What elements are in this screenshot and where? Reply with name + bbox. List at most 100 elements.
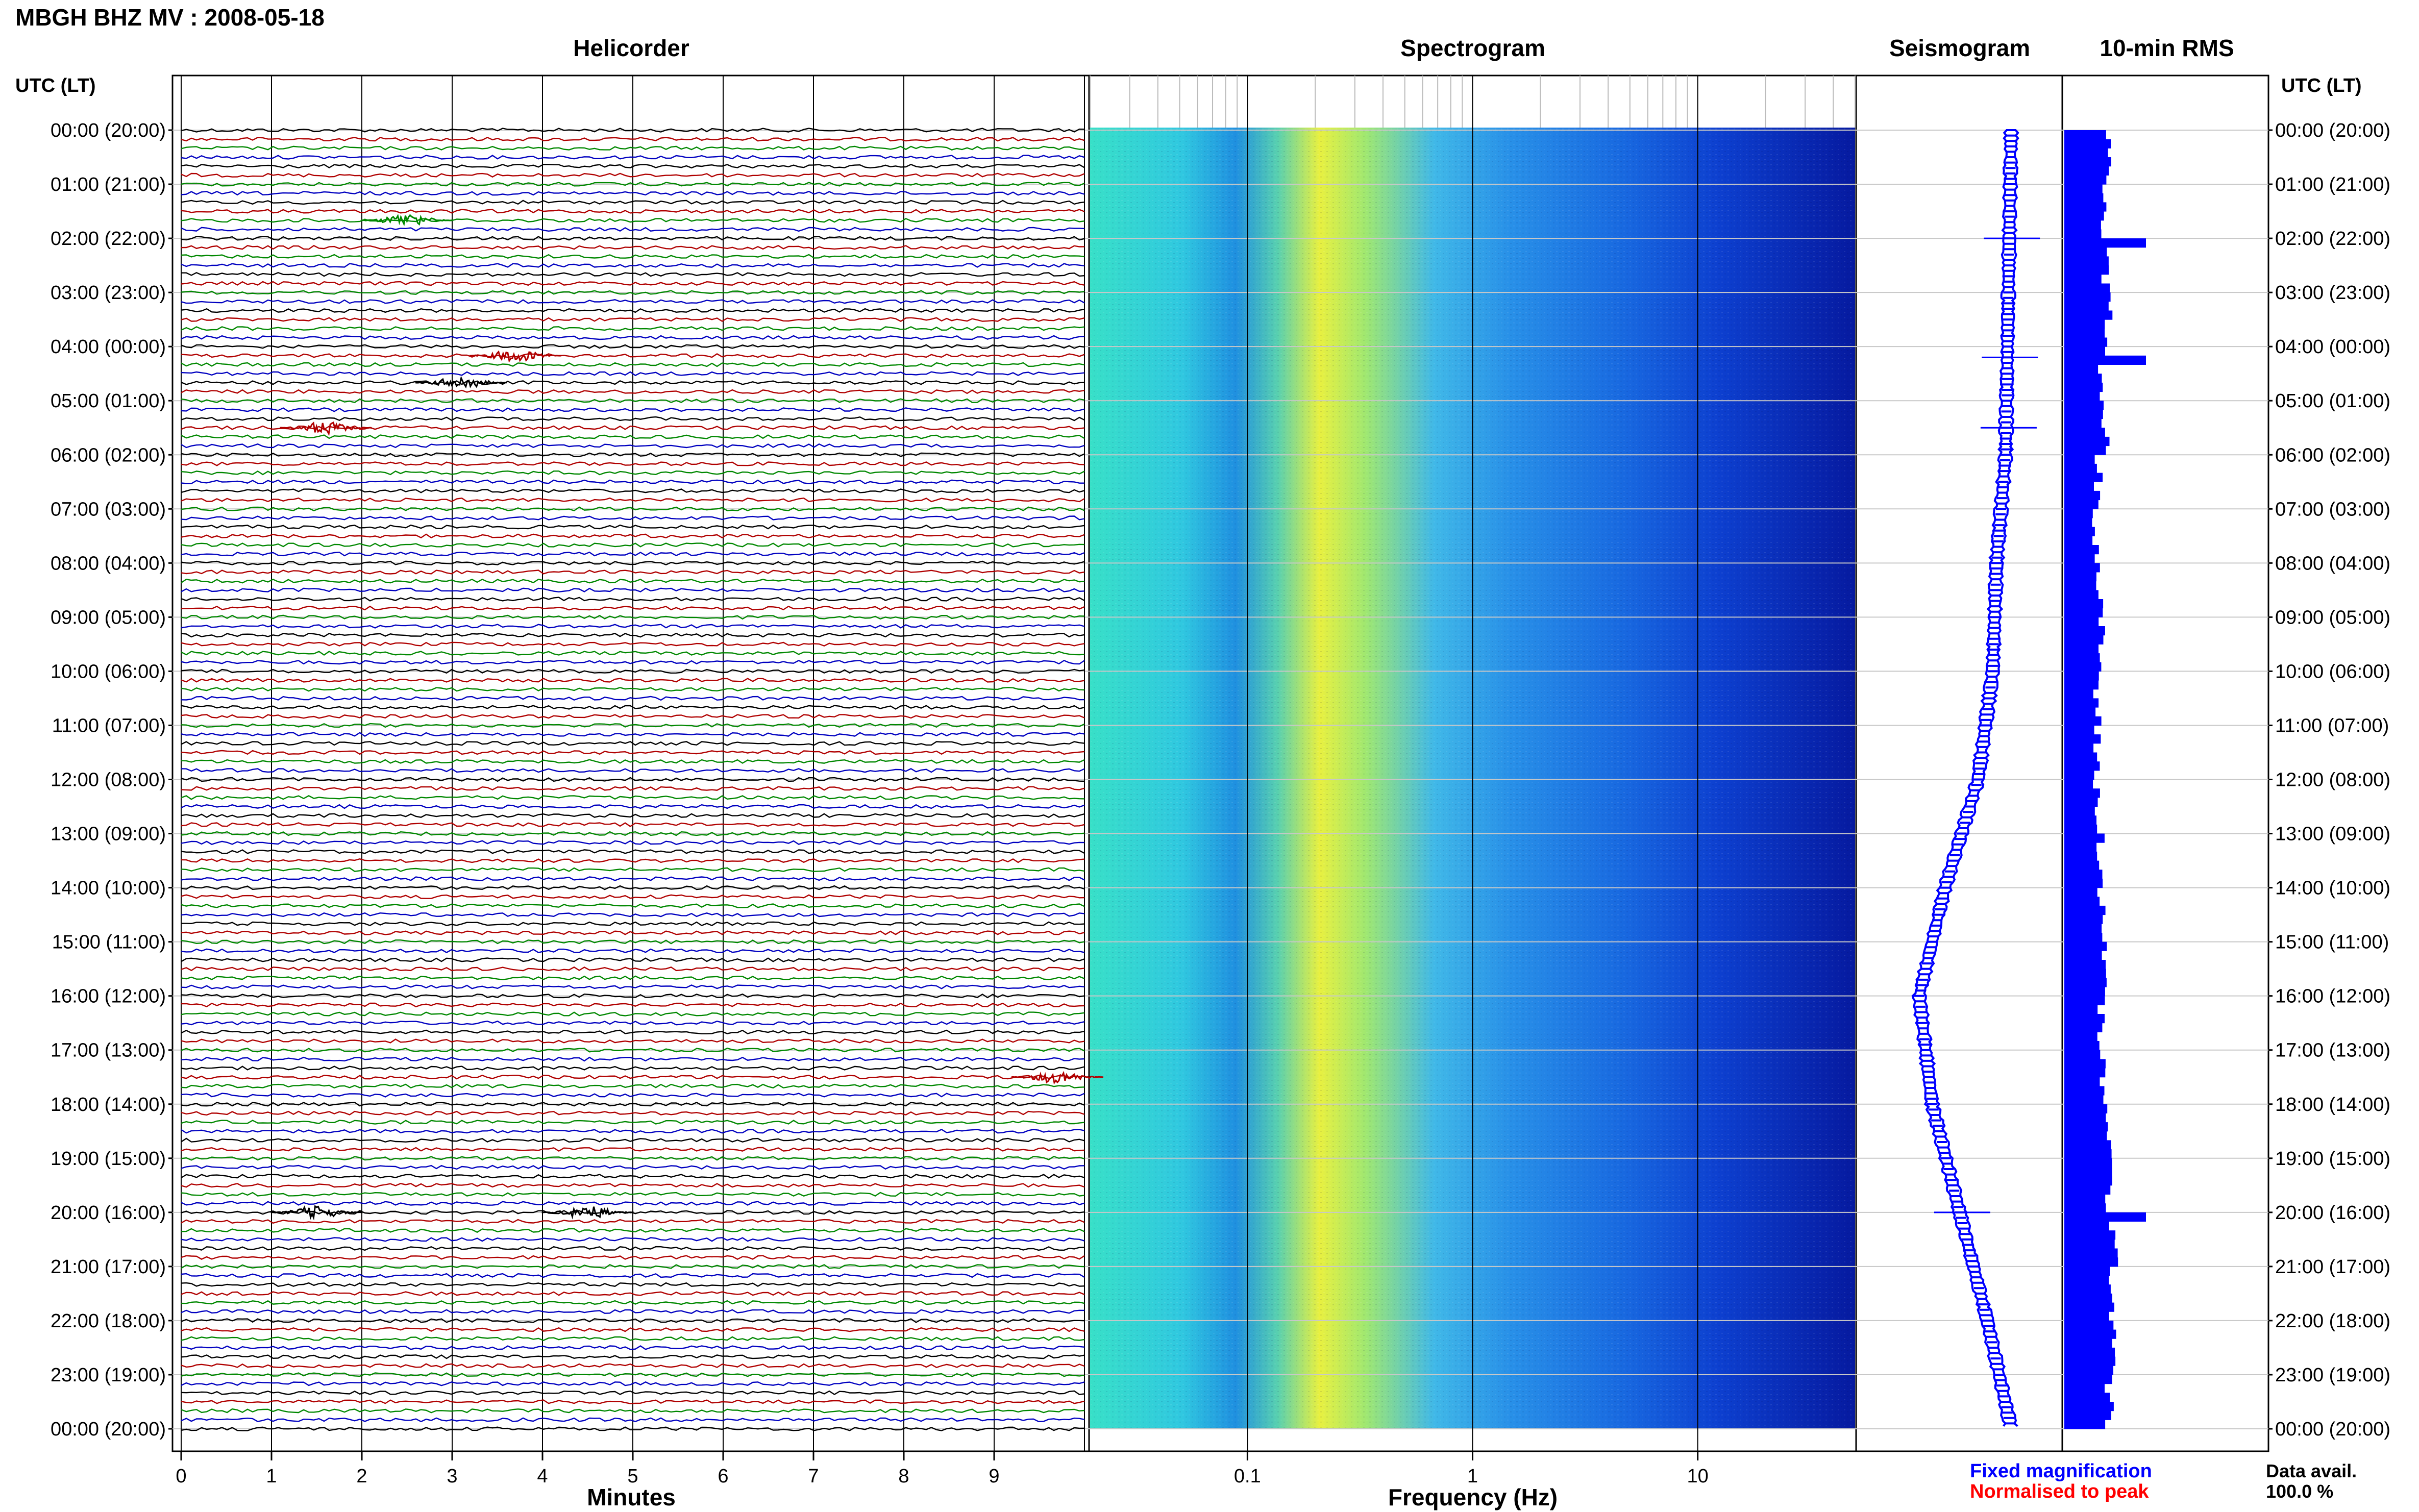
rms-bar	[2064, 1068, 2106, 1078]
rms-bar	[2064, 635, 2104, 645]
helicorder-trace	[181, 1291, 1085, 1296]
rms-bar	[2064, 752, 2097, 762]
helicorder-trace	[181, 353, 1085, 358]
time-label-left: 19:00 (15:00)	[51, 1148, 166, 1170]
rms-bar	[2064, 987, 2105, 997]
rms-bar	[2064, 1302, 2114, 1312]
rms-bar	[2064, 1311, 2109, 1321]
rms-bar	[2064, 1032, 2097, 1042]
helicorder-trace	[181, 668, 1085, 674]
time-label-left: 01:00 (21:00)	[51, 174, 166, 195]
time-label-left: 13:00 (09:00)	[51, 824, 166, 845]
helicorder-trace	[181, 1381, 1085, 1386]
helicorder-trace	[181, 1300, 1085, 1305]
rms-bar	[2064, 220, 2101, 230]
time-label-left: 05:00 (01:00)	[51, 390, 166, 412]
rms-bar	[2064, 1275, 2109, 1285]
rms-bar	[2064, 1176, 2112, 1186]
rms-bar	[2064, 590, 2099, 600]
helicorder-trace	[181, 705, 1085, 710]
helicorder-trace	[181, 759, 1085, 764]
helicorder-panel	[171, 75, 1090, 1452]
time-label-right: 21:00 (17:00)	[2275, 1256, 2390, 1278]
rms-bar	[2064, 680, 2099, 690]
rms-bar	[2064, 1212, 2146, 1222]
helicorder-trace	[181, 182, 1085, 187]
helicorder-trace	[181, 236, 1085, 241]
time-labels: 00:00 (20:00) 00:00 (20:00) 01:00 (21:00) 0…	[51, 120, 2390, 1440]
helicorder-trace	[181, 1282, 1085, 1287]
helicorder-trace	[181, 786, 1085, 791]
rms-bar	[2064, 1149, 2112, 1159]
helicorder-trace	[181, 732, 1085, 737]
rms-bar	[2064, 490, 2101, 501]
time-label-right: 04:00 (00:00)	[2275, 336, 2390, 358]
rms-bar	[2064, 815, 2096, 825]
helicorder-trace	[181, 227, 1085, 232]
helicorder-trace	[181, 1336, 1085, 1342]
time-label-right: 09:00 (05:00)	[2275, 607, 2390, 628]
rms-bar	[2064, 581, 2096, 590]
rms-bar	[2064, 527, 2095, 536]
helicorder-trace	[181, 975, 1085, 981]
helicorder-trace	[181, 290, 1085, 295]
rms-bar	[2064, 1086, 2105, 1096]
helicorder-trace	[181, 425, 1085, 431]
rms-bar	[2064, 851, 2097, 861]
time-label-right: 14:00 (10:00)	[2275, 878, 2390, 899]
rms-bar	[2064, 445, 2106, 455]
time-label-left: 00:00 (20:00)	[51, 1419, 166, 1440]
helicorder-trace	[181, 1083, 1085, 1089]
helicorder-event	[1011, 1071, 1104, 1085]
helicorder-trace	[181, 190, 1085, 196]
helicorder-trace	[181, 326, 1085, 331]
helicorder-trace	[181, 506, 1085, 512]
spectrogram-title: Spectrogram	[1400, 35, 1545, 61]
rms-bar	[2064, 1059, 2106, 1069]
helicorder-trace	[181, 578, 1085, 584]
helicorder-trace	[181, 1273, 1085, 1278]
helicorder-trace	[181, 515, 1085, 520]
helicorder-xtick-label: 0	[176, 1466, 186, 1487]
helicorder-trace	[181, 416, 1085, 422]
rms-bar	[2064, 1402, 2114, 1411]
helicorder-trace	[181, 1372, 1085, 1377]
rms-bar	[2064, 671, 2099, 681]
rms-bar	[2064, 130, 2106, 140]
helicorder-xtick-label: 5	[627, 1466, 638, 1487]
rms-bar	[2064, 734, 2101, 744]
helicorder-xtick-label: 2	[356, 1466, 367, 1487]
helicorder-trace	[181, 1020, 1085, 1026]
rms-bar	[2064, 211, 2104, 221]
time-label-right: 03:00 (23:00)	[2275, 282, 2390, 304]
helicorder-trace	[181, 1264, 1085, 1269]
helicorder-trace	[181, 335, 1085, 340]
helicorder-trace	[181, 632, 1085, 638]
time-label-right: 18:00 (14:00)	[2275, 1094, 2390, 1116]
helicorder-trace	[181, 984, 1085, 989]
helicorder-trace	[181, 1002, 1085, 1008]
helicorder-trace	[181, 1192, 1085, 1197]
helicorder-trace	[181, 308, 1085, 313]
rms-bar	[2064, 310, 2113, 320]
rms-bar	[2064, 148, 2108, 158]
rms-bar	[2064, 1023, 2103, 1032]
helicorder-trace	[181, 723, 1085, 728]
helicorder-xtick-label: 6	[718, 1466, 728, 1487]
helicorder-trace	[181, 389, 1085, 394]
helicorder-event	[541, 1206, 634, 1220]
helicorder-event	[270, 1205, 363, 1221]
rms-bar	[2064, 924, 2102, 933]
helicorder-trace	[181, 1147, 1085, 1152]
rms-bar	[2064, 166, 2109, 176]
helicorder-trace	[181, 813, 1085, 818]
helicorder-traces	[181, 128, 1085, 1431]
helicorder-trace	[181, 1164, 1085, 1170]
rms-bar	[2064, 1239, 2115, 1249]
helicorder-trace	[181, 624, 1085, 629]
rms-bar	[2064, 328, 2105, 338]
helicorder-trace	[181, 398, 1085, 403]
time-label-left: 10:00 (06:00)	[51, 661, 166, 682]
time-label-left: 18:00 (14:00)	[51, 1094, 166, 1116]
helicorder-trace	[181, 1137, 1085, 1143]
